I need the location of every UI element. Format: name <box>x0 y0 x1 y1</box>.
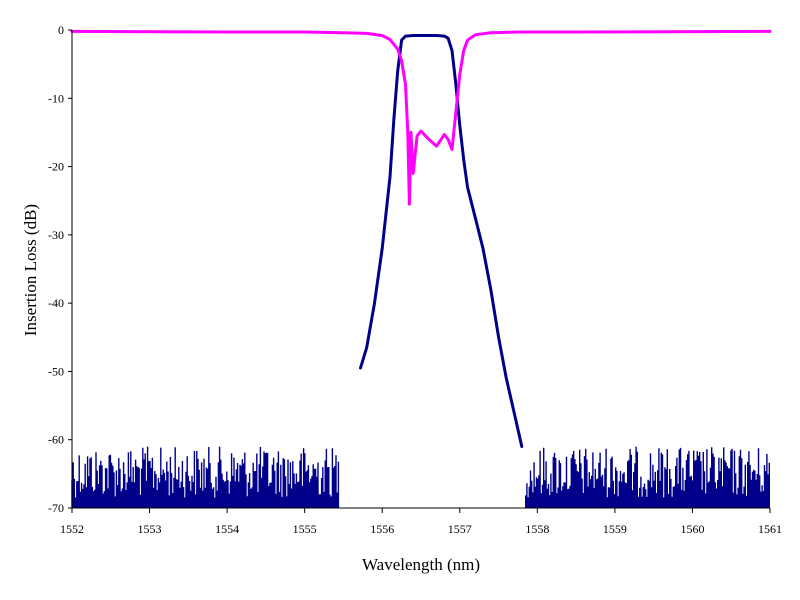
x-tick-label: 1561 <box>758 522 782 536</box>
x-tick-label: 1553 <box>138 522 162 536</box>
x-axis-title: Wavelength (nm) <box>362 555 480 574</box>
y-tick-label: -20 <box>48 160 64 174</box>
y-axis-title: Insertion Loss (dB) <box>21 204 40 336</box>
y-tick-label: 0 <box>58 23 64 37</box>
y-tick-label: -50 <box>48 364 64 378</box>
series-transmission-line <box>359 34 524 448</box>
x-tick-label: 1555 <box>293 522 317 536</box>
x-tick-label: 1557 <box>448 522 472 536</box>
y-tick-label: -60 <box>48 433 64 447</box>
y-tick-label: -10 <box>48 91 64 105</box>
y-tick-label: -30 <box>48 228 64 242</box>
x-tick-label: 1560 <box>680 522 704 536</box>
plot-layer <box>70 29 772 508</box>
series-noise-floor <box>525 446 770 508</box>
y-tick-label: -40 <box>48 296 64 310</box>
x-tick-label: 1556 <box>370 522 394 536</box>
x-tick-label: 1559 <box>603 522 627 536</box>
x-tick-label: 1552 <box>60 522 84 536</box>
axes-layer <box>71 30 770 509</box>
y-tick-label: -70 <box>48 501 64 515</box>
series-reflection-line <box>70 29 772 206</box>
tick-layer: 0 -10 -20 -30 -40 -50 -60 -70 1552 1553 1554 1555 15… <box>48 23 782 536</box>
x-tick-label: 1558 <box>525 522 549 536</box>
x-tick-label: 1554 <box>215 522 239 536</box>
